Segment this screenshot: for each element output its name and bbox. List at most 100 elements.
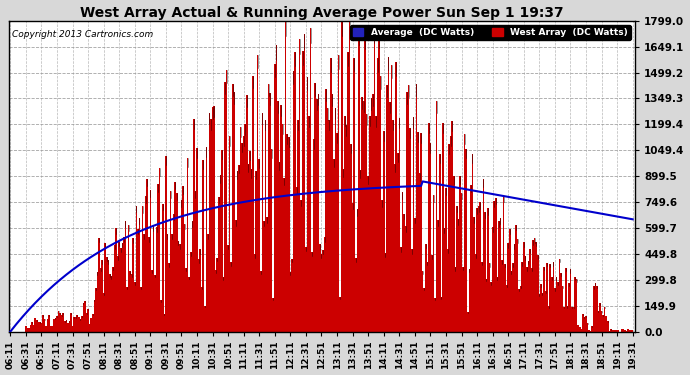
Bar [400,248,402,332]
Bar [165,156,167,332]
Bar [34,318,36,332]
Bar [299,39,300,332]
Bar [140,287,141,332]
Bar [339,297,341,332]
Bar [394,164,395,332]
Bar [155,274,156,332]
Bar [332,94,333,332]
Bar [139,218,140,332]
Bar [212,107,213,332]
Bar [570,269,571,332]
Bar [30,325,31,332]
Bar [106,257,108,332]
Bar [568,284,570,332]
Bar [94,300,95,332]
Bar [333,159,335,332]
Bar [121,243,123,332]
Bar [330,58,332,332]
Bar [229,136,230,332]
Bar [240,127,241,332]
Bar [33,325,34,332]
Bar [524,256,526,332]
Bar [53,318,55,332]
Bar [386,85,388,332]
Bar [434,298,436,332]
Bar [56,316,58,332]
Bar [88,309,89,332]
Bar [457,219,460,332]
Bar [361,97,363,332]
Bar [495,198,497,332]
Bar [579,327,580,332]
Bar [431,255,433,332]
Bar [269,93,271,332]
Bar [618,330,620,332]
Bar [266,217,268,332]
Bar [274,64,275,332]
Bar [456,206,457,332]
Bar [424,288,425,332]
Bar [598,311,599,332]
Bar [548,306,549,332]
Bar [104,243,106,332]
Bar [64,321,66,332]
Bar [540,285,542,332]
Text: Copyright 2013 Cartronics.com: Copyright 2013 Cartronics.com [12,30,153,39]
Bar [491,282,492,332]
Bar [27,328,28,332]
Bar [100,268,101,332]
Bar [81,316,83,332]
Bar [559,258,560,332]
Bar [187,158,188,332]
Bar [83,303,84,332]
Bar [566,306,568,332]
Bar [67,323,68,332]
Bar [227,245,229,332]
Bar [37,322,39,332]
Bar [375,116,377,332]
Bar [578,325,579,332]
Bar [613,330,615,332]
Bar [179,244,181,332]
Bar [551,277,553,332]
Bar [358,30,359,332]
Bar [564,307,565,332]
Bar [164,314,165,332]
Bar [235,220,237,332]
Bar [62,313,64,332]
Bar [196,148,198,332]
Bar [285,21,286,332]
Bar [308,116,310,332]
Bar [249,151,250,332]
Bar [629,330,631,332]
Bar [395,62,397,332]
Bar [342,169,344,332]
Bar [335,108,336,332]
Bar [574,277,576,332]
Bar [297,120,299,332]
Bar [115,228,117,332]
Bar [503,196,504,332]
Bar [129,271,131,332]
Bar [316,99,317,332]
Bar [50,326,52,332]
Bar [110,276,112,332]
Bar [585,316,586,332]
Bar [324,237,326,332]
Bar [47,319,48,332]
Bar [580,329,582,332]
Bar [201,287,202,332]
Bar [481,262,482,332]
Bar [351,144,352,332]
Bar [522,262,523,332]
Bar [137,229,139,332]
Bar [489,263,491,332]
Bar [382,200,383,332]
Bar [108,260,109,332]
Bar [591,327,593,332]
Bar [294,53,296,332]
Bar [126,286,128,332]
Bar [631,330,632,332]
Bar [46,326,47,332]
Bar [504,264,506,332]
